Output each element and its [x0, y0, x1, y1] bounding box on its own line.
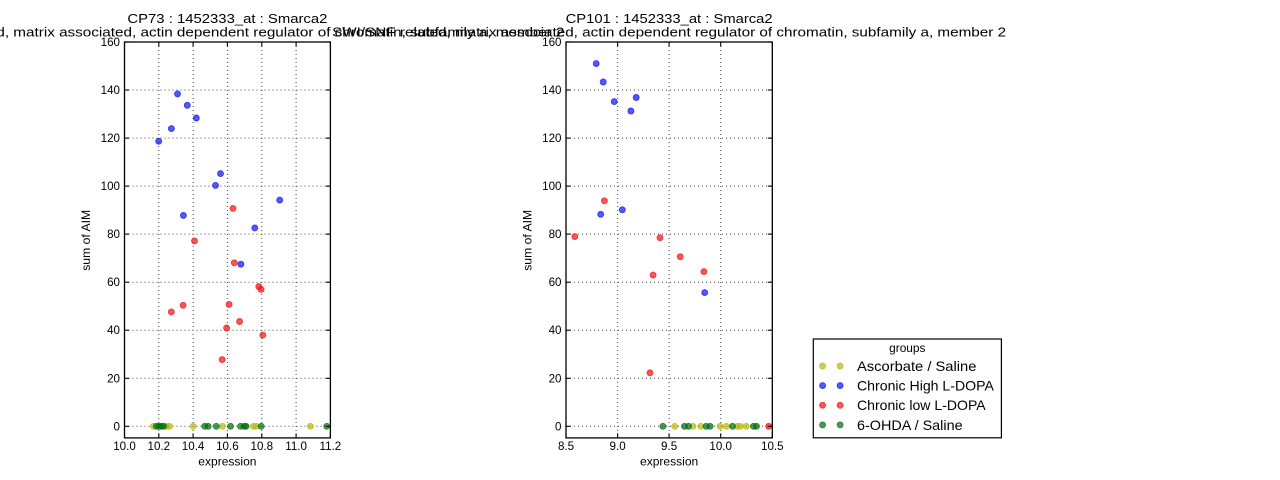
- svg-text:Chronic High L-DOPA: Chronic High L-DOPA: [857, 378, 995, 394]
- svg-text:Chronic low L-DOPA: Chronic low L-DOPA: [857, 397, 986, 413]
- svg-text:60: 60: [107, 276, 120, 289]
- svg-text:10.2: 10.2: [148, 440, 171, 453]
- svg-text:40: 40: [549, 324, 562, 337]
- svg-text:140: 140: [101, 84, 120, 97]
- svg-text:100: 100: [542, 180, 561, 193]
- svg-text:120: 120: [542, 132, 561, 145]
- svg-text:60: 60: [549, 276, 562, 289]
- svg-text:20: 20: [549, 372, 562, 385]
- svg-text:80: 80: [107, 228, 120, 241]
- svg-text:160: 160: [101, 36, 120, 49]
- svg-text:9.0: 9.0: [610, 440, 626, 453]
- svg-text:CP101 : 1452333_at : Smarca2: CP101 : 1452333_at : Smarca2: [566, 11, 773, 26]
- svg-text:0: 0: [114, 420, 120, 433]
- svg-text:expression: expression: [198, 454, 256, 468]
- svg-text:140: 140: [542, 84, 561, 97]
- svg-text:10.5: 10.5: [761, 440, 784, 453]
- svg-text:10.8: 10.8: [251, 440, 274, 453]
- svg-text:groups: groups: [889, 341, 925, 355]
- svg-text:160: 160: [542, 36, 561, 49]
- svg-text:10.0: 10.0: [709, 440, 732, 453]
- svg-text:10.6: 10.6: [216, 440, 239, 453]
- svg-text:10.4: 10.4: [182, 440, 205, 453]
- svg-text:SWI/SNF related, matrix associ: SWI/SNF related, matrix associated, acti…: [332, 24, 1006, 39]
- svg-text:expression: expression: [640, 454, 698, 468]
- svg-text:100: 100: [101, 180, 120, 193]
- svg-text:6-OHDA / Saline: 6-OHDA / Saline: [857, 417, 963, 433]
- svg-text:80: 80: [549, 228, 562, 241]
- svg-text:120: 120: [101, 132, 120, 145]
- svg-text:40: 40: [107, 324, 120, 337]
- svg-text:sum of AIM: sum of AIM: [520, 210, 534, 271]
- svg-text:CP73 : 1452333_at : Smarca2: CP73 : 1452333_at : Smarca2: [127, 11, 327, 26]
- svg-text:SWI/SNF related, matrix associ: SWI/SNF related, matrix associated, acti…: [0, 24, 564, 39]
- svg-text:10.0: 10.0: [113, 440, 136, 453]
- svg-text:9.5: 9.5: [661, 440, 677, 453]
- svg-text:11.0: 11.0: [285, 440, 307, 453]
- svg-text:20: 20: [107, 372, 120, 385]
- svg-text:11.2: 11.2: [320, 440, 342, 453]
- svg-text:Ascorbate / Saline: Ascorbate / Saline: [857, 358, 977, 374]
- svg-text:0: 0: [555, 420, 561, 433]
- svg-text:sum of AIM: sum of AIM: [79, 210, 93, 271]
- svg-text:8.5: 8.5: [558, 440, 574, 453]
